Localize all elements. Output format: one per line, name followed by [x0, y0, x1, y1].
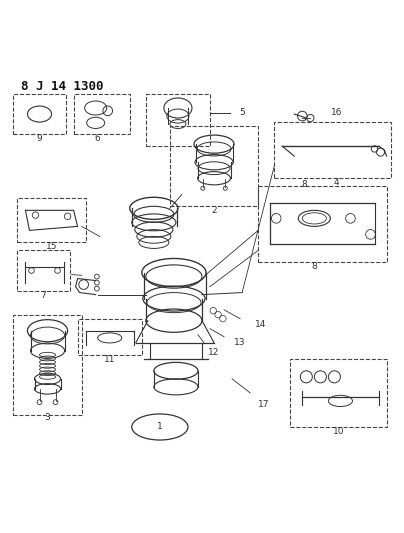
Text: 13: 13: [234, 338, 246, 347]
Text: 12: 12: [208, 348, 220, 357]
Text: 11: 11: [104, 355, 116, 364]
Bar: [290, 359, 387, 427]
Bar: [13, 314, 82, 415]
Text: 3: 3: [45, 413, 50, 422]
Text: 2: 2: [211, 206, 217, 215]
Text: 10: 10: [332, 427, 344, 436]
Bar: [258, 186, 387, 262]
Text: 14: 14: [255, 320, 266, 329]
Text: 8: 8: [311, 262, 317, 271]
Text: 17: 17: [259, 400, 270, 409]
Bar: [170, 126, 258, 206]
Text: 5: 5: [239, 108, 245, 117]
Bar: [78, 319, 142, 355]
Text: 8 J 14 1300: 8 J 14 1300: [21, 80, 104, 93]
Bar: [17, 251, 69, 290]
Bar: [17, 198, 86, 243]
Text: 1: 1: [157, 423, 163, 432]
Bar: [74, 94, 130, 134]
Bar: [274, 122, 391, 178]
Bar: [13, 94, 65, 134]
Text: 15: 15: [46, 243, 57, 252]
Text: 7: 7: [41, 290, 46, 300]
Bar: [146, 94, 210, 146]
Text: 6: 6: [95, 134, 101, 143]
Text: 4: 4: [334, 178, 339, 187]
Text: 16: 16: [330, 108, 342, 117]
Text: 9: 9: [37, 134, 42, 143]
Text: 8: 8: [301, 180, 307, 189]
